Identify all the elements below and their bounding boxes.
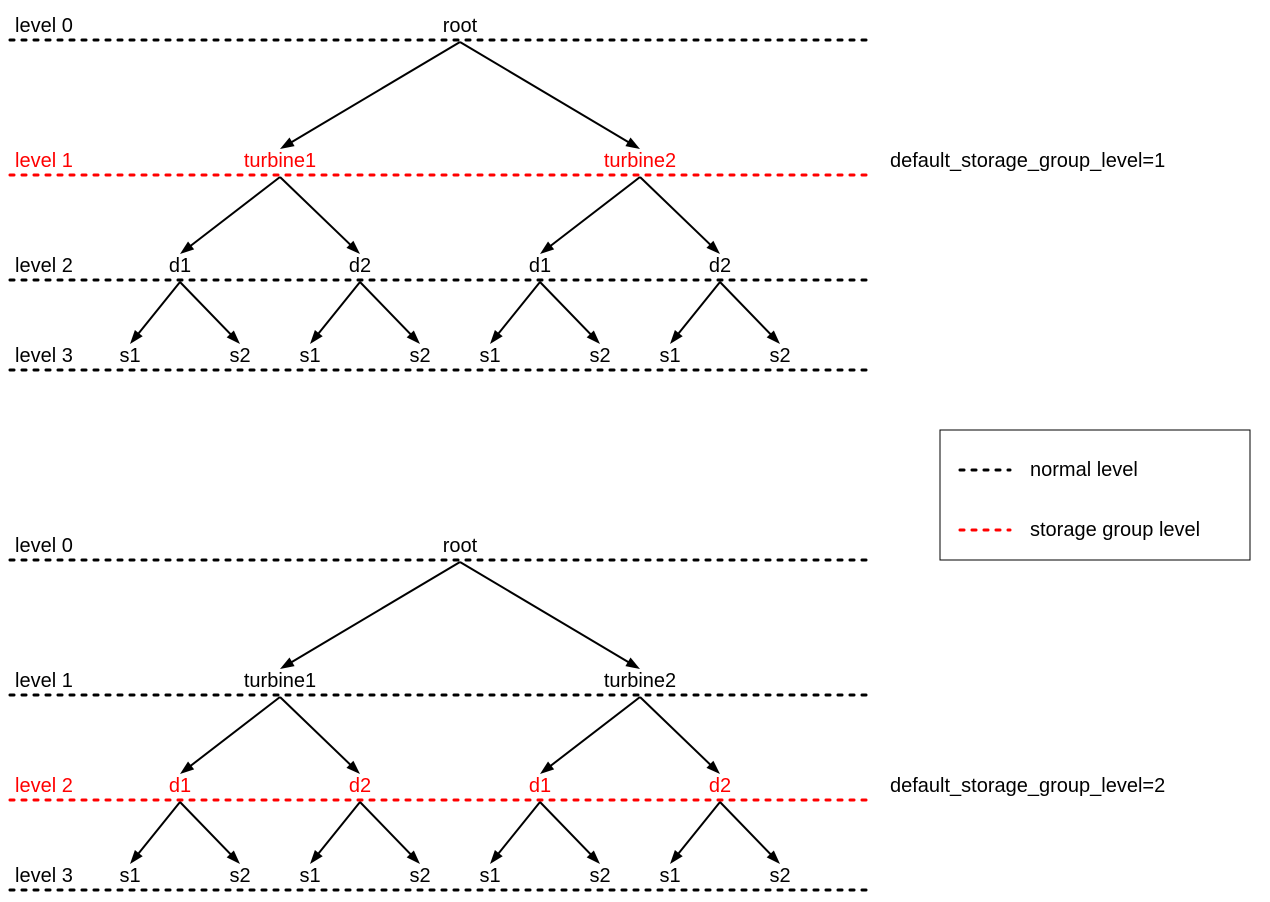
level-label: level 0 xyxy=(15,15,73,37)
tree-node: s1 xyxy=(119,865,140,887)
edge xyxy=(180,282,234,338)
tree-node: d2 xyxy=(349,775,371,797)
tree-node: s2 xyxy=(589,345,610,367)
arrowhead-icon xyxy=(180,241,194,254)
tree-node: root xyxy=(443,15,478,37)
tree-node: s1 xyxy=(479,345,500,367)
level-label: level 3 xyxy=(15,345,73,367)
arrowhead-icon xyxy=(625,138,640,149)
edge xyxy=(540,802,594,858)
storage-level-annotation: default_storage_group_level=2 xyxy=(890,775,1165,797)
tree-node: s2 xyxy=(409,345,430,367)
edge xyxy=(540,282,594,338)
edge xyxy=(180,802,234,858)
tree-node: turbine1 xyxy=(244,150,316,172)
edge xyxy=(640,697,714,768)
storage-level-annotation: default_storage_group_level=1 xyxy=(890,150,1165,172)
arrowhead-icon xyxy=(280,138,295,149)
edge xyxy=(720,282,774,338)
tree-node: s1 xyxy=(119,345,140,367)
diagram-canvas: level 0 root level 1 turbine1 turbine2 defaul… xyxy=(0,0,1270,902)
edge xyxy=(187,697,280,769)
edge xyxy=(280,177,354,248)
level-label: level 3 xyxy=(15,865,73,887)
level-label: level 1 xyxy=(15,670,73,692)
edge xyxy=(547,177,640,249)
edge xyxy=(360,802,414,858)
arrowhead-icon xyxy=(625,658,640,669)
tree-node: d1 xyxy=(169,255,191,277)
tree-node: s2 xyxy=(409,865,430,887)
legend-label: normal level xyxy=(1030,459,1138,481)
arrowhead-icon xyxy=(280,658,295,669)
tree-node: s2 xyxy=(589,865,610,887)
tree-node: d2 xyxy=(349,255,371,277)
tree-node: s2 xyxy=(229,865,250,887)
tree-node: s1 xyxy=(659,865,680,887)
edge xyxy=(287,562,460,665)
tree-node: s2 xyxy=(229,345,250,367)
edge xyxy=(640,177,714,248)
tree-node: s1 xyxy=(479,865,500,887)
arrowhead-icon xyxy=(540,241,554,254)
edge xyxy=(315,282,360,337)
edge xyxy=(495,282,540,337)
edge xyxy=(495,802,540,857)
edge xyxy=(135,282,180,337)
level-label: level 1 xyxy=(15,150,73,172)
edge xyxy=(460,42,633,145)
arrowhead-icon xyxy=(180,761,194,774)
tree-node: s1 xyxy=(299,345,320,367)
edge xyxy=(675,282,720,337)
edge xyxy=(315,802,360,857)
tree-node: d2 xyxy=(709,775,731,797)
edge xyxy=(187,177,280,249)
tree-node: turbine2 xyxy=(604,670,676,692)
tree-node: s2 xyxy=(769,865,790,887)
level-label: level 2 xyxy=(15,775,73,797)
tree-node: d1 xyxy=(169,775,191,797)
tree-node: s2 xyxy=(769,345,790,367)
arrowhead-icon xyxy=(540,761,554,774)
edge xyxy=(460,562,633,665)
tree-node: d1 xyxy=(529,255,551,277)
tree-node: s1 xyxy=(299,865,320,887)
edge xyxy=(287,42,460,145)
level-label: level 0 xyxy=(15,535,73,557)
level-label: level 2 xyxy=(15,255,73,277)
tree-node: s1 xyxy=(659,345,680,367)
edge xyxy=(720,802,774,858)
tree-node: root xyxy=(443,535,478,557)
edge xyxy=(675,802,720,857)
tree-node: turbine2 xyxy=(604,150,676,172)
edge xyxy=(280,697,354,768)
edge xyxy=(135,802,180,857)
tree-node: turbine1 xyxy=(244,670,316,692)
tree-node: d2 xyxy=(709,255,731,277)
legend-label: storage group level xyxy=(1030,519,1200,541)
tree-node: d1 xyxy=(529,775,551,797)
edge xyxy=(547,697,640,769)
edge xyxy=(360,282,414,338)
